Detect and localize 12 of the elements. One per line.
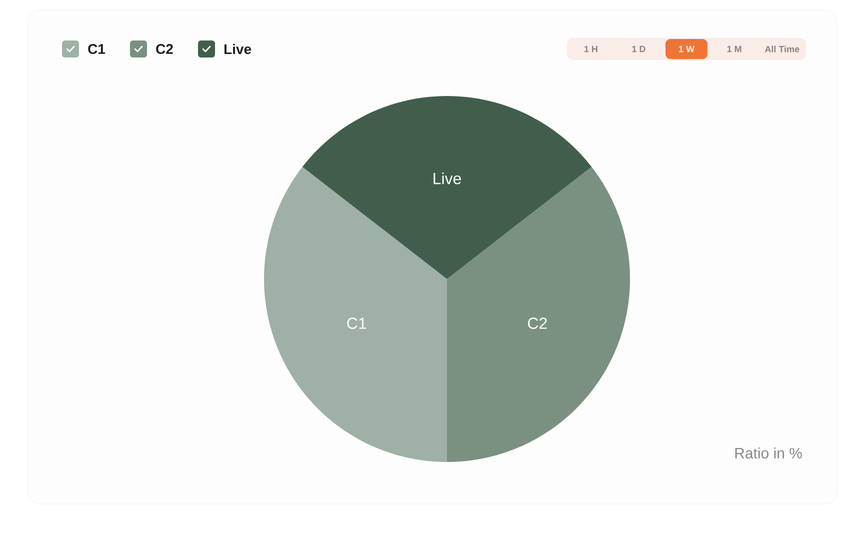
text: 1 W [679,46,694,52]
slice-label: C1 [347,318,366,329]
slice-label: C2 [528,318,547,329]
legend-label: C1 [88,44,106,54]
text: 1 H [584,46,598,52]
text: 1 M [727,46,742,52]
text: Ratio in % [735,447,802,458]
text: All Time [764,46,800,52]
legend-label: C2 [156,44,173,54]
slice-label: Live [434,172,461,184]
text: 1 D [632,46,646,52]
legend-label: Live [224,44,252,54]
